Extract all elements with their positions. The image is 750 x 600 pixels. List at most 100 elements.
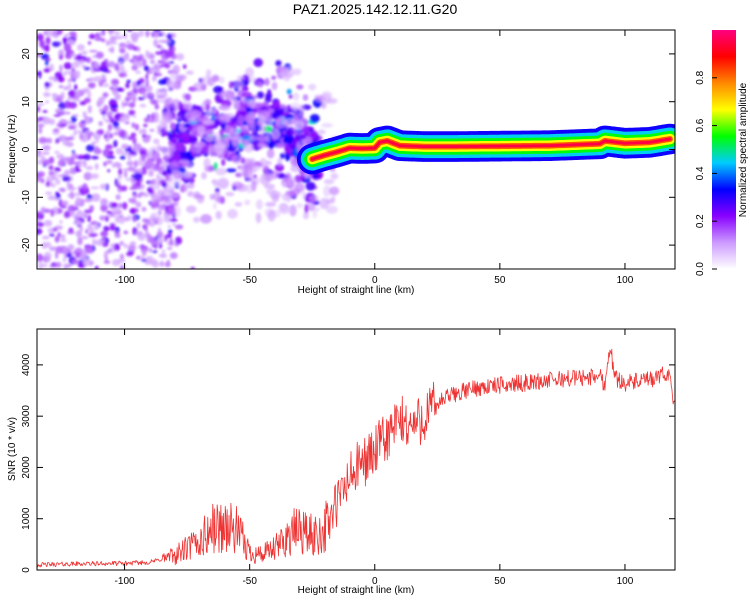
spectrogram-cell: [329, 186, 340, 196]
spectrogram-cell: [45, 137, 53, 144]
spectrogram-cell: [67, 244, 75, 251]
spectrogram-cell: [45, 241, 52, 248]
spectrogram-cell: [57, 232, 61, 238]
spectrogram-cell: [169, 237, 173, 246]
spectrogram-cell: [44, 59, 49, 67]
spectrogram-cell: [89, 232, 99, 237]
spectrogram-cell: [149, 178, 161, 191]
snr-panel: -100 -50 0 50 100 0 1000 2000 3000 4000 Height o…: [7, 328, 676, 596]
colorbar: 0.0 0.2 0.4 0.6 0.8 Normalized spectral ampl…: [695, 30, 749, 276]
spectrogram-cell: [89, 227, 95, 235]
spectrogram-cell: [152, 163, 159, 172]
spectrogram-cell: [290, 102, 301, 111]
spectrogram-cell: [149, 92, 154, 98]
spectrogram-cell: [117, 87, 125, 92]
spectrogram-cell: [38, 70, 42, 79]
spectrogram-cell: [103, 225, 110, 232]
spectrogram-cell: [141, 259, 147, 262]
spectrogram-cell: [165, 173, 170, 182]
spectrogram-cell: [312, 211, 317, 219]
spectrogram-cell: [113, 31, 121, 36]
spectrogram-ridge: [296, 123, 675, 175]
spectrogram-cell: [57, 159, 66, 167]
spectrogram-cell: [67, 39, 74, 44]
spectrogram-cell: [55, 96, 63, 103]
spectrogram-cell: [301, 190, 306, 200]
spectrogram-cell: [168, 192, 181, 199]
spectrogram-cell: [167, 224, 171, 229]
spectrogram-cell: [278, 71, 286, 78]
spectrogram-cell: [152, 250, 158, 253]
spectrogram-cell: [128, 101, 136, 109]
spectrogram-cell: [152, 260, 160, 268]
spectrogram-cell: [215, 131, 222, 143]
spectrogram-cell: [172, 222, 176, 227]
spectrogram-cell: [237, 115, 244, 127]
spectrogram-cell: [311, 172, 320, 180]
spectrogram-cell: [110, 78, 118, 85]
spectrogram-cell: [138, 30, 145, 37]
spectrogram-cell: [100, 61, 109, 69]
spectrogram-cell: [151, 75, 157, 82]
spectrogram-cell: [79, 225, 83, 232]
spectrogram-cell: [85, 228, 89, 234]
spectrogram-cell: [221, 158, 226, 167]
spectrogram-cell: [113, 139, 118, 148]
spectrogram-cell: [64, 100, 72, 109]
spectrogram-cell: [73, 220, 83, 226]
spectrogram-cell: [62, 172, 70, 176]
spectrogram-cell: [188, 109, 199, 118]
snr-x-tick-label: -50: [242, 576, 257, 587]
spectrogram-cell: [141, 168, 147, 175]
snr-series-line: [37, 348, 675, 568]
spectrogram-cell: [225, 135, 231, 141]
spectrogram-cell: [296, 134, 307, 140]
spectrogram-cell: [108, 150, 114, 156]
colorbar-gradient: [712, 30, 736, 269]
spectrogram-cell: [275, 60, 282, 67]
spectrogram-cell: [155, 215, 164, 226]
spectrogram-cell: [172, 175, 182, 187]
spectrogram-cell: [286, 88, 292, 95]
spectrogram-cell: [63, 62, 73, 70]
spectrogram-cell: [148, 66, 154, 75]
spectrogram-cell: [66, 252, 72, 258]
spectrogram-cell: [123, 168, 129, 172]
spectrogram-cell: [60, 239, 67, 242]
spectrogram-cell: [154, 103, 160, 110]
spectrogram-cell: [102, 83, 110, 88]
spectrogram-cell: [285, 127, 294, 137]
spectrogram-cell: [310, 130, 319, 140]
spectrogram-cell: [215, 210, 222, 220]
spectrogram-cell: [283, 104, 288, 114]
spectrogram-cell: [287, 176, 297, 189]
spectrogram-cell: [127, 244, 137, 252]
spectrogram-cell: [158, 242, 163, 249]
spectrogram-cell: [81, 236, 89, 240]
spectrogram-cell: [66, 231, 76, 234]
spectrogram-cell: [153, 31, 160, 38]
spectrogram-cell: [275, 143, 285, 148]
spectrogram-cell: [165, 97, 174, 109]
spectrogram-cell: [119, 155, 126, 160]
spectrogram-cell: [172, 133, 184, 140]
spectrogram-cell: [164, 184, 172, 197]
spectrogram-cell: [55, 261, 62, 269]
colorbar-tick-label: 0.6: [695, 118, 706, 132]
spectrogram-cell: [256, 133, 267, 143]
spectrogram-cell: [133, 179, 137, 184]
spectrogram-cell: [82, 183, 88, 191]
spectrogram-cell: [37, 33, 44, 42]
spectrogram-cell: [67, 204, 76, 213]
spectrogram-cell: [180, 163, 187, 169]
spectrogram-cell: [266, 148, 275, 159]
spectrogram-cell: [122, 102, 130, 106]
spectrogram-cell: [85, 144, 95, 152]
spectrogram-cell: [126, 251, 134, 257]
spectrogram-cell: [290, 164, 301, 173]
spectrogram-cell: [241, 86, 249, 92]
spectrogram-cell: [267, 89, 272, 96]
spectrogram-cell: [144, 224, 148, 233]
spectrogram-x-tick-label: 100: [617, 275, 634, 286]
spectrogram-cell: [164, 234, 168, 242]
